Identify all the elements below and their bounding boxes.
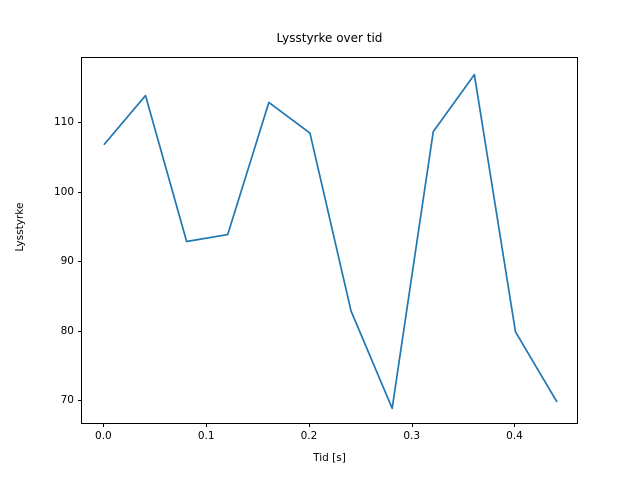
plot-area bbox=[81, 57, 578, 424]
y-axis-tick-marks bbox=[77, 57, 82, 424]
y-axis-tick-label: 80 bbox=[60, 324, 74, 337]
y-axis-tick-mark bbox=[77, 191, 81, 193]
chart-title: Lysstyrke over tid bbox=[276, 31, 383, 45]
y-axis-tick-label: 70 bbox=[60, 394, 74, 407]
x-axis-tick-mark bbox=[103, 423, 105, 427]
x-axis-tick-label: 0.2 bbox=[300, 430, 318, 442]
y-axis-tick-label: 90 bbox=[60, 255, 74, 268]
x-axis-tick-label: 0.3 bbox=[403, 430, 421, 442]
y-axis-tick-mark bbox=[77, 261, 81, 263]
x-axis-tick-label: 0.1 bbox=[197, 430, 215, 442]
x-axis-label: Tid [s] bbox=[313, 452, 346, 464]
y-axis-tick-mark bbox=[77, 122, 81, 124]
y-axis-label: Lysstyrke bbox=[14, 202, 26, 252]
x-axis-tick-mark bbox=[411, 423, 413, 427]
x-axis-tick-labels: 0.0 0.1 0.2 0.3 0.4 bbox=[81, 424, 578, 444]
data-line bbox=[103, 73, 558, 410]
y-axis-tick-labels: 70 80 90 100 110 bbox=[40, 57, 74, 424]
line-series-svg bbox=[103, 73, 558, 410]
y-axis-tick-mark bbox=[77, 400, 81, 402]
y-axis-tick-label: 100 bbox=[53, 185, 74, 198]
x-axis-tick-mark bbox=[206, 423, 208, 427]
x-axis-tick-mark bbox=[308, 423, 310, 427]
x-axis-tick-label: 0.4 bbox=[506, 430, 523, 442]
x-axis-tick-mark bbox=[514, 423, 516, 427]
x-axis-tick-marks bbox=[81, 423, 578, 428]
x-axis-tick-label: 0.0 bbox=[95, 430, 112, 442]
y-axis-tick-label: 110 bbox=[53, 116, 74, 129]
y-axis-tick-mark bbox=[77, 330, 81, 332]
